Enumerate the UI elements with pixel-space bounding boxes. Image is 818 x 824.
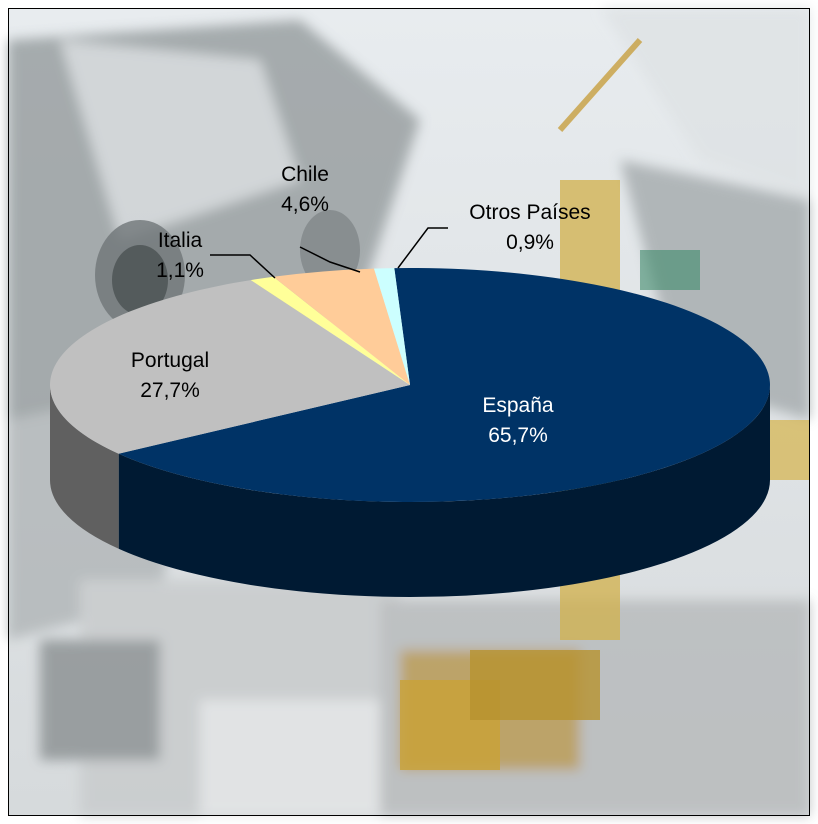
slice-value-chile: 4,6% xyxy=(281,193,329,216)
pie-sides xyxy=(50,385,770,597)
pie-leader-lines xyxy=(210,227,448,279)
slice-value-otros-paises: 0,9% xyxy=(506,231,554,254)
pie-labels: España 65,7% Portugal 27,7% Italia 1,1% Chile 4… xyxy=(131,163,591,447)
pie-slice-portugal xyxy=(49,280,410,454)
pie-side-espana xyxy=(118,385,770,597)
slice-value-italia: 1,1% xyxy=(156,259,204,282)
pie-tops xyxy=(49,268,770,503)
slice-value-espana: 65,7% xyxy=(488,424,548,447)
pie-side-portugal xyxy=(50,385,119,549)
slice-label-otros-paises: Otros Países xyxy=(469,201,590,224)
slice-label-chile: Chile xyxy=(281,163,329,186)
slice-value-portugal: 27,7% xyxy=(140,379,200,402)
leader-line-italia xyxy=(210,254,276,279)
pie-slice-otros-paises xyxy=(373,268,410,385)
leader-line-chile xyxy=(299,246,361,273)
pie-slice-espana xyxy=(118,268,770,503)
slice-label-italia: Italia xyxy=(158,229,203,252)
leader-line-otros-paises xyxy=(397,227,448,269)
slice-label-portugal: Portugal xyxy=(131,349,209,372)
pie-slice-italia xyxy=(250,276,410,385)
slice-label-espana: España xyxy=(482,394,554,417)
pie-slice-chile xyxy=(273,268,410,385)
